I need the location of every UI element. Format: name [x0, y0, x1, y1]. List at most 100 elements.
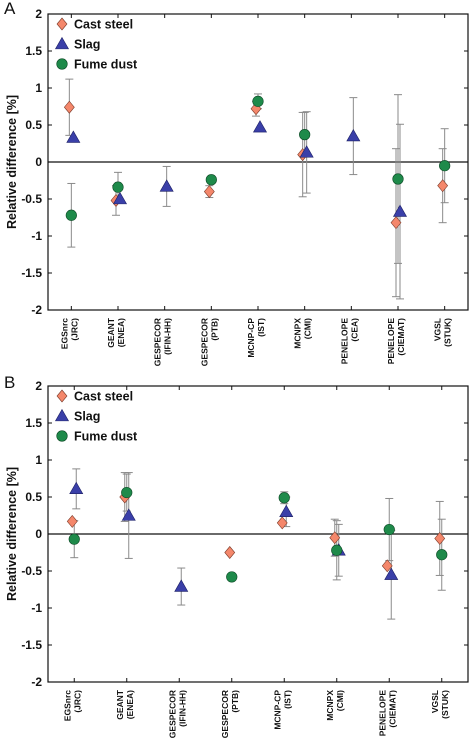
data-point-circle [278, 492, 290, 504]
x-category-label: PENELOPE(CIEMAT) [377, 690, 397, 737]
y-tick-label: -1.5 [21, 638, 42, 652]
x-category-name: MCNPX [325, 690, 335, 721]
panel-letter: A [4, 0, 16, 18]
y-tick-label: -2 [31, 303, 42, 317]
x-category-label: GESPECOR(PTB) [220, 690, 240, 738]
data-point-diamond [329, 531, 341, 545]
x-category-lab: (JRC) [72, 690, 82, 713]
y-tick-label: 1 [35, 453, 42, 467]
data-point-circle [392, 173, 404, 185]
data-point-diamond [66, 514, 78, 528]
x-category-label: GESPECOR(IFIN-HH) [167, 690, 187, 738]
x-category-name: VGSL [430, 690, 440, 713]
data-point-triangle [299, 145, 314, 158]
x-category-name: PENELOPE [386, 318, 396, 365]
x-category-lab: (STUK) [443, 318, 453, 347]
y-tick-label: -0.5 [21, 192, 42, 206]
x-category-name: GEANT [115, 689, 125, 720]
x-category-lab: (IFIN-HH) [163, 318, 173, 355]
x-category-name: GESPECOR [220, 690, 230, 738]
x-category-label: PENELOPE(CEA) [339, 318, 359, 365]
panel-b-chart: B 2 1.5 1 0.5 0 -0.5 -1 -1.5 -2 Relative differenc… [4, 373, 469, 738]
x-category-label: EGSnrc(JRC) [62, 690, 82, 721]
y-axis-label: Relative difference [%] [5, 95, 19, 229]
data-point-diamond [381, 559, 393, 573]
x-category-label: VGSL(STUK) [433, 318, 453, 347]
y-tick-label: 2 [35, 7, 42, 21]
x-category-name: MCNP-CP [246, 318, 256, 358]
legend-marker-triangle [54, 408, 70, 422]
data-point-circle [299, 129, 311, 141]
y-tick-label: -2 [31, 675, 42, 689]
legend-label: Slag [74, 38, 100, 52]
x-category-lab: (IST) [256, 318, 266, 337]
data-point-diamond [276, 516, 288, 530]
data-point-circle [68, 533, 80, 545]
y-tick-label: 2 [35, 379, 42, 393]
x-category-label: GESPECOR(PTB) [199, 318, 219, 366]
data-point-triangle [252, 120, 268, 133]
data-point-triangle [66, 130, 81, 143]
data-point-circle [331, 544, 343, 556]
x-category-lab: (CMI) [335, 690, 345, 711]
x-category-label: MCNP-CP(IST) [246, 318, 266, 358]
y-tick-label: -0.5 [21, 564, 42, 578]
data-point-circle [439, 160, 451, 172]
y-tick-label: 1.5 [25, 44, 42, 58]
y-tick-label: 0 [35, 155, 42, 169]
x-category-label: VGSL(STUK) [430, 690, 450, 719]
data-point-diamond [224, 546, 236, 559]
data-point-circle [383, 523, 395, 536]
x-category-lab: (ENEA) [125, 690, 135, 719]
x-category-lab: (CIEMAT) [396, 318, 406, 356]
panel-letter: B [4, 373, 15, 392]
x-category-lab: (IFIN-HH) [177, 690, 187, 727]
legend-marker-circle [56, 430, 68, 442]
x-category-name: MCNPX [293, 318, 303, 349]
data-point-diamond [63, 100, 75, 114]
x-category-label: GESPECOR(IFIN-HH) [153, 318, 173, 366]
x-category-label: MCNPX(CMI) [325, 690, 345, 721]
x-category-label: MCNP-CP(IST) [272, 690, 292, 730]
y-tick-label: 0.5 [25, 490, 42, 504]
data-point-triangle [69, 481, 84, 495]
x-category-name: MCNP-CP [272, 690, 282, 730]
x-category-name: GESPECOR [153, 318, 163, 366]
y-axis-label: Relative difference [%] [5, 467, 19, 601]
x-category-name: EGSnrc [59, 318, 69, 349]
data-point-triangle [279, 504, 294, 517]
y-tick-label: -1 [31, 601, 42, 615]
x-category-lab: (CEA) [349, 318, 359, 342]
x-category-label: EGSnrc(JRC) [59, 318, 79, 349]
x-category-label: PENELOPE(CIEMAT) [386, 318, 406, 365]
data-point-triangle [384, 567, 399, 580]
x-category-name: VGSL [433, 318, 443, 341]
y-tick-label: -1.5 [21, 266, 42, 280]
data-point-diamond [437, 179, 449, 193]
legend-label: Cast steel [74, 18, 133, 32]
x-category-name: EGSnrc [62, 690, 72, 721]
x-category-lab: (CIEMAT) [387, 690, 397, 728]
data-point-triangle [112, 191, 128, 205]
x-category-lab: (PTB) [230, 690, 240, 713]
x-category-name: GESPECOR [199, 318, 209, 366]
legend-label: Cast steel [74, 390, 133, 404]
data-point-circle [436, 549, 448, 561]
legend-label: Fume dust [74, 58, 138, 72]
x-category-name: GEANT [106, 317, 116, 348]
x-category-label: GEANT(ENEA) [106, 317, 126, 348]
data-point-diamond [390, 216, 402, 230]
x-category-label: GEANT(ENEA) [115, 689, 135, 720]
legend: Cast steel Slag Fume dust [54, 18, 138, 72]
data-point-triangle [121, 508, 136, 521]
y-tick-label: 1 [35, 81, 42, 95]
legend: Cast steel Slag Fume dust [54, 389, 138, 444]
data-point-triangle [392, 204, 408, 217]
legend-marker-circle [56, 58, 68, 70]
legend-label: Slag [74, 410, 100, 424]
legend-label: Fume dust [74, 430, 138, 444]
data-point-triangle [159, 179, 174, 192]
data-point-diamond [203, 185, 215, 199]
legend-marker-diamond [56, 389, 68, 403]
